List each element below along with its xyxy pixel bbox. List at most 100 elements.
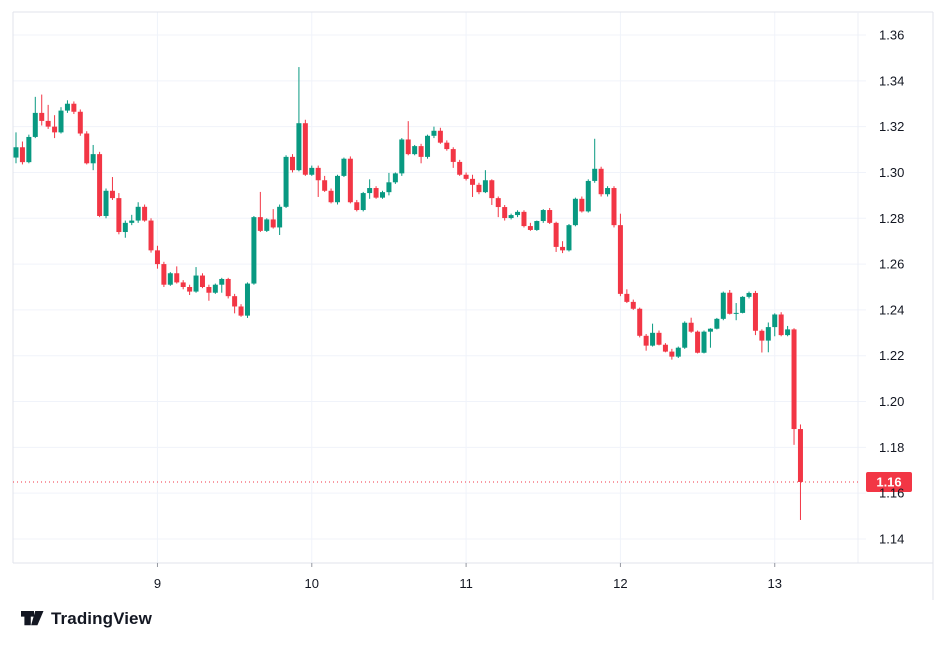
candle-body: [354, 202, 360, 211]
candle-body: [611, 188, 617, 226]
candle-body: [257, 217, 263, 231]
candle-body: [579, 198, 585, 212]
y-axis-label: 1.26: [879, 257, 904, 272]
candle-body: [109, 190, 115, 199]
candle-body: [765, 327, 771, 341]
candle-body: [328, 190, 334, 203]
candle-body: [502, 207, 508, 219]
y-axis-label: 1.20: [879, 394, 904, 409]
candle-body: [174, 273, 180, 283]
candle-body: [476, 184, 482, 193]
candle-body: [791, 329, 797, 430]
candle-body: [592, 168, 598, 181]
candle-body: [457, 161, 463, 175]
candle-body: [772, 314, 778, 328]
x-axis-label: 13: [768, 576, 782, 591]
candle-body: [412, 146, 418, 155]
candle-body: [688, 322, 694, 332]
candle-body: [380, 192, 386, 198]
candle-body: [662, 344, 668, 352]
candle-body: [219, 278, 225, 285]
y-axis-label: 1.18: [879, 440, 904, 455]
candle-body: [296, 123, 302, 171]
candle-body: [489, 180, 495, 199]
candle-body: [302, 123, 308, 175]
candle-body: [797, 429, 803, 482]
candle-body: [656, 332, 662, 345]
candle-body: [785, 329, 791, 336]
candle-body: [129, 220, 135, 223]
x-axis-label: 11: [459, 576, 473, 591]
tradingview-logo-text: TradingView: [51, 609, 152, 628]
y-axis-label: 1.22: [879, 348, 904, 363]
candle-body: [58, 110, 64, 133]
candle-body: [778, 314, 784, 336]
candle-body: [71, 103, 77, 112]
candle-body: [727, 292, 733, 314]
candle-body: [45, 120, 51, 127]
candle-body: [64, 103, 70, 111]
candle-body: [650, 332, 656, 346]
candle-body: [598, 168, 604, 195]
candle-body: [373, 188, 379, 198]
candle-body: [643, 335, 649, 346]
price-axis[interactable]: 1.36 1.34 1.32 1.30 1.28 1.26 1.24 1.22 1.20 1.18…: [879, 28, 904, 547]
candle-body: [630, 301, 636, 309]
candle-body: [624, 293, 630, 302]
candle-body: [309, 167, 315, 175]
candle-body: [463, 174, 469, 179]
candle-body: [695, 331, 701, 353]
candle-body: [450, 149, 456, 162]
candle-body: [264, 219, 270, 231]
candle-body: [714, 318, 720, 329]
y-axis-label: 1.32: [879, 119, 904, 134]
candle-body: [187, 287, 193, 292]
candle-body: [759, 330, 765, 341]
candle-body: [232, 296, 238, 307]
candle-body: [707, 328, 713, 332]
candle-body: [360, 193, 366, 211]
candle-body: [161, 264, 167, 285]
candle-body: [180, 282, 186, 287]
candle-body: [341, 158, 347, 176]
candle-body: [553, 222, 559, 247]
candle-body: [322, 180, 328, 191]
candle-body: [39, 112, 45, 121]
y-axis-label: 1.34: [879, 73, 904, 88]
candle-body: [386, 182, 392, 193]
candle-body: [740, 296, 746, 313]
candle-body: [103, 190, 109, 216]
candle-body: [508, 215, 514, 219]
candle-body: [26, 136, 32, 163]
candle-body: [682, 322, 688, 348]
candle-body: [154, 250, 160, 265]
candle-body: [335, 175, 340, 203]
candle-body: [669, 351, 675, 357]
candle-body: [733, 312, 739, 314]
time-axis[interactable]: 9 10 11 12 13: [154, 563, 782, 591]
last-price-label[interactable]: [866, 471, 912, 492]
candle-body: [199, 275, 205, 287]
candle-body: [212, 284, 218, 293]
candle-body: [347, 158, 353, 203]
candle-body: [19, 147, 25, 163]
candle-body: [431, 130, 437, 136]
candle-body: [238, 306, 244, 316]
candle-body: [534, 221, 540, 230]
candle-body: [289, 156, 295, 171]
candle-body: [148, 220, 154, 251]
candle-body: [701, 331, 707, 353]
candle-body: [540, 210, 546, 222]
candle-body: [244, 283, 250, 316]
candles-layer: [13, 67, 803, 520]
last-price-label-text: 1.16: [876, 474, 901, 489]
tradingview-logo[interactable]: TradingView: [21, 609, 152, 629]
pane-borders: [12, 11, 934, 600]
candle-body: [418, 146, 424, 157]
y-axis-label: 1.24: [879, 302, 904, 317]
candle-body: [444, 142, 450, 150]
y-axis-label: 1.28: [879, 211, 904, 226]
x-axis-label: 12: [613, 576, 627, 591]
